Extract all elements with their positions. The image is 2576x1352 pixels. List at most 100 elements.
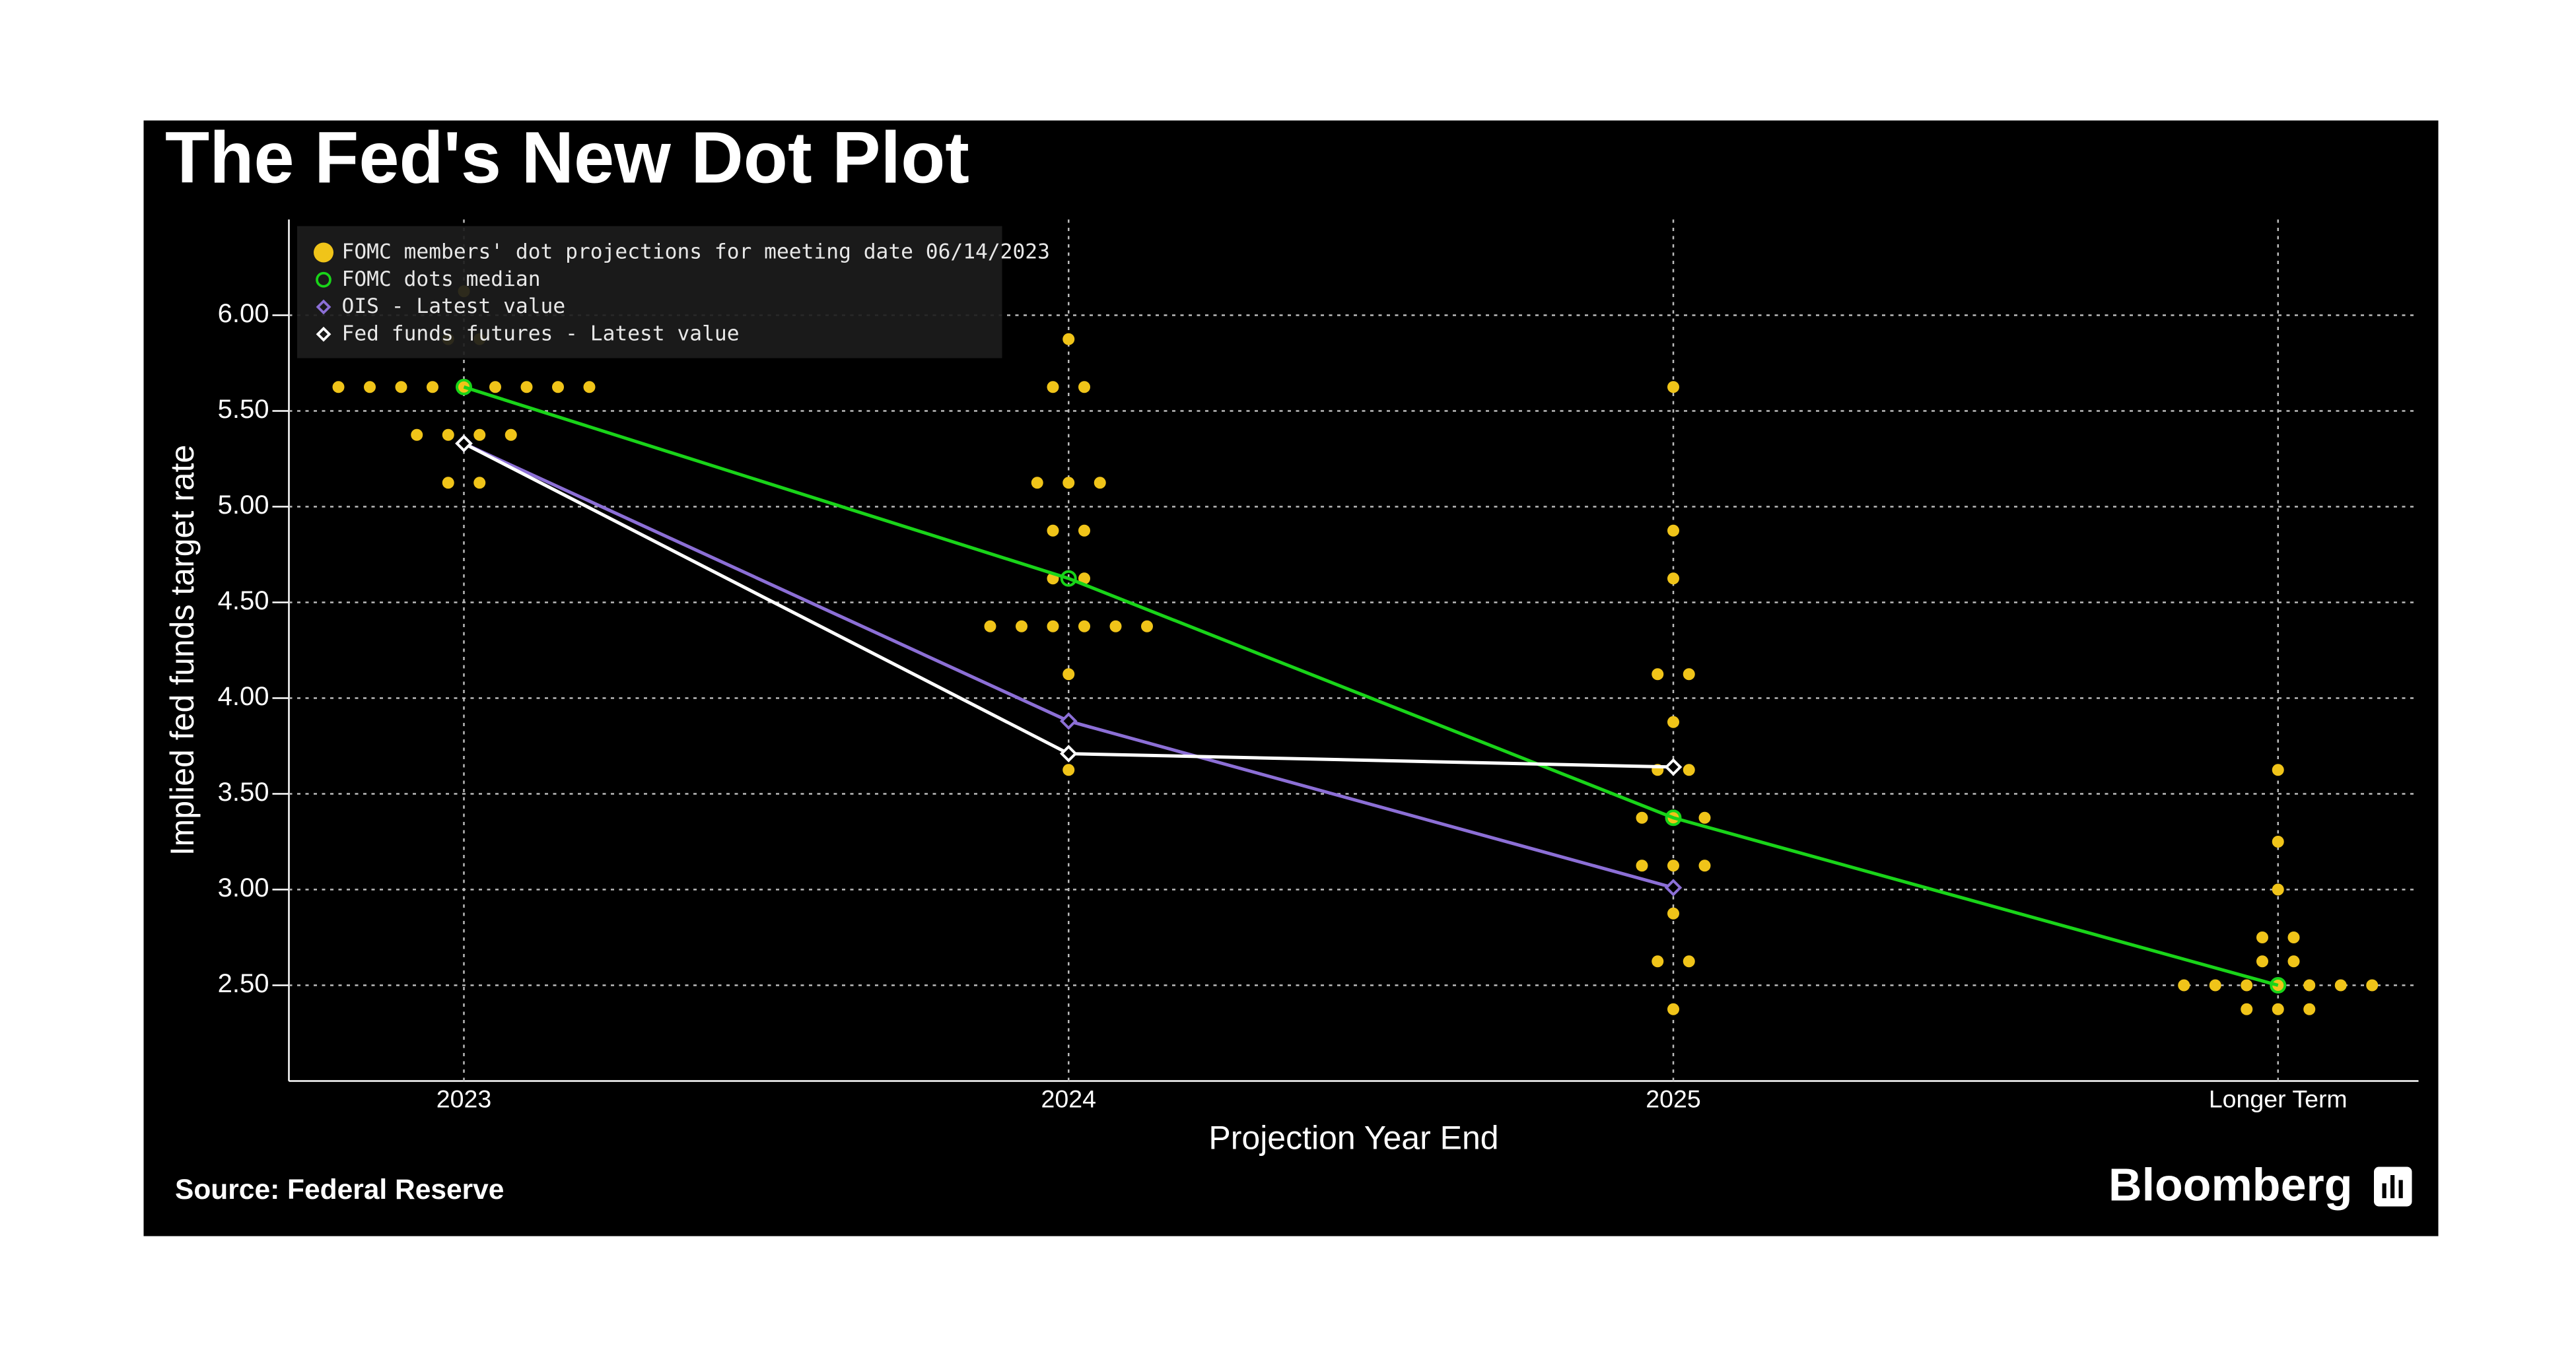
dot — [2272, 1003, 2284, 1015]
dot — [2303, 1003, 2316, 1015]
y-tick-label: 5.50 — [218, 395, 269, 424]
legend-label: OIS - Latest value — [342, 294, 566, 318]
dot — [1683, 764, 1695, 776]
y-tick-label: 6.00 — [218, 299, 269, 328]
dot — [1109, 620, 1122, 632]
point — [1664, 758, 1683, 776]
dot — [2334, 979, 2347, 992]
dot — [2272, 836, 2284, 848]
point — [1059, 712, 1078, 730]
dot — [1667, 907, 1679, 920]
dot — [1047, 381, 1059, 393]
dot — [1683, 955, 1695, 968]
source: Source: Federal Reserve — [175, 1174, 504, 1205]
dot — [1078, 620, 1090, 632]
point — [2270, 976, 2287, 994]
dot — [520, 381, 533, 393]
y-axis-label: Implied fed funds target rate — [164, 445, 201, 856]
dot — [1667, 860, 1679, 872]
brand-icon — [2374, 1166, 2412, 1207]
dot — [411, 428, 423, 441]
y-tick-label: 3.00 — [218, 873, 269, 902]
x-tick-label: Longer Term — [2209, 1085, 2348, 1112]
dot — [1078, 572, 1090, 585]
dot — [2287, 931, 2300, 944]
dot — [1636, 811, 1648, 824]
y-tick-label: 4.50 — [218, 586, 269, 615]
point — [1060, 570, 1077, 587]
dot — [2209, 979, 2221, 992]
dot — [2366, 979, 2379, 992]
legend-marker — [316, 299, 331, 315]
point — [1059, 745, 1078, 762]
dot — [1683, 668, 1695, 681]
x-tick-label: 2023 — [436, 1085, 491, 1112]
dot — [2272, 979, 2284, 992]
dot — [2272, 883, 2284, 896]
dot — [2303, 979, 2316, 992]
y-tick-label: 3.50 — [218, 778, 269, 807]
dot — [1667, 381, 1679, 393]
dot — [1078, 381, 1090, 393]
dot — [1047, 524, 1059, 537]
dot — [1667, 524, 1679, 537]
y-tick-label: 4.00 — [218, 682, 269, 711]
x-axis-label: Projection Year End — [1208, 1120, 1498, 1157]
dot — [2256, 931, 2268, 944]
y-tick-label: 5.00 — [218, 490, 269, 520]
dot — [1062, 477, 1075, 489]
y-tick-label: 2.50 — [218, 969, 269, 998]
dot — [1062, 764, 1075, 776]
dot — [489, 381, 501, 393]
dot — [2287, 955, 2300, 968]
dot — [1078, 524, 1090, 537]
dot — [1094, 477, 1106, 489]
dot — [458, 381, 470, 393]
dot — [2178, 979, 2190, 992]
dot — [473, 477, 486, 489]
series-line — [463, 385, 2279, 987]
legend-label: FOMC members' dot projections for meetin… — [342, 240, 1050, 264]
dot — [1698, 860, 1711, 872]
dot — [1141, 620, 1153, 632]
x-tick-label: 2025 — [1646, 1085, 1700, 1112]
dot — [427, 381, 438, 393]
dot — [1062, 668, 1075, 681]
dot — [1016, 620, 1027, 632]
dot — [1667, 1003, 1679, 1015]
plot-area: 2.50 3.00 3.50 4.00 4.50 5.00 5.50 6.00 2023 2024… — [218, 219, 2419, 1112]
legend-label: FOMC dots median — [342, 267, 541, 291]
legend-box — [297, 226, 1002, 358]
dot — [1667, 572, 1679, 585]
dot — [442, 477, 454, 489]
dot — [1667, 716, 1679, 728]
x-tick-label: 2024 — [1041, 1085, 1096, 1112]
legend-marker — [316, 326, 331, 342]
point — [455, 378, 472, 395]
dot — [1652, 668, 1664, 681]
dot — [2241, 1003, 2253, 1015]
dot — [583, 381, 596, 393]
point — [1664, 879, 1683, 896]
point — [1665, 809, 1682, 827]
dot — [2241, 979, 2253, 992]
dot — [505, 428, 517, 441]
legend-marker — [316, 271, 331, 288]
dot — [364, 381, 376, 393]
dot — [552, 381, 564, 393]
chart-title: The Fed's New Dot Plot — [165, 118, 969, 199]
dot — [1636, 860, 1648, 872]
dot — [984, 620, 996, 632]
dot — [1031, 477, 1043, 489]
dot — [1698, 811, 1711, 824]
legend: FOMC members' dot projections for meetin… — [297, 226, 1050, 358]
dot — [442, 428, 454, 441]
dot — [332, 381, 345, 393]
dot — [473, 428, 486, 441]
dot — [1062, 333, 1075, 345]
dot — [395, 381, 407, 393]
brand: Bloomberg — [2108, 1159, 2352, 1210]
dot — [2256, 955, 2268, 968]
